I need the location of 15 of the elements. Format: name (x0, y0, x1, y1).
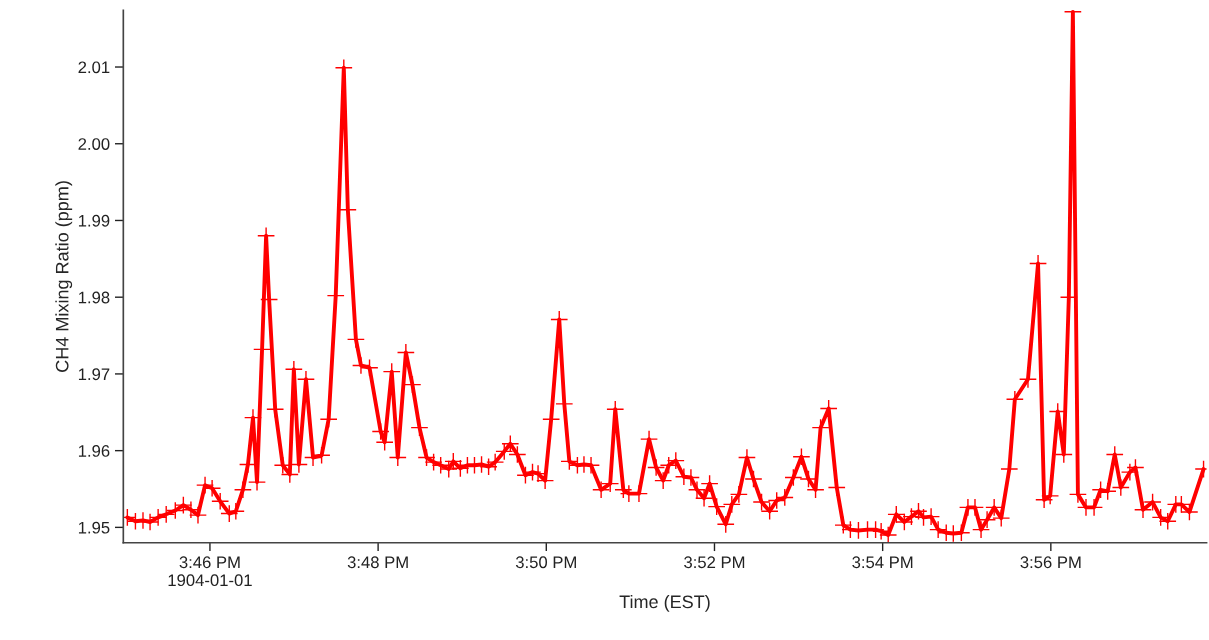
y-tick-label: 1.99 (78, 214, 110, 227)
y-tick-label: 1.98 (78, 291, 110, 304)
y-tick-label: 2.01 (78, 61, 110, 74)
y-tick-label: 1.95 (78, 521, 110, 534)
x-tick-label: 3:46 PM 1904-01-01 (168, 556, 252, 587)
y-tick-label: 1.96 (78, 445, 110, 457)
y-tick-label: 2.00 (78, 138, 110, 150)
x-tick-label: 3:56 PM (1020, 556, 1081, 569)
y-tick-label: 1.97 (78, 368, 110, 381)
x-tick-label: 3:50 PM (515, 556, 576, 569)
x-tick-label: 3:52 PM (684, 556, 745, 569)
x-tick-label: 3:54 PM (852, 556, 913, 569)
x-axis-title: Time (EST) (619, 594, 710, 612)
y-axis-title: CH4 Mixing Ratio (ppm) (55, 181, 73, 372)
x-tick-label: 3:48 PM (347, 556, 408, 569)
